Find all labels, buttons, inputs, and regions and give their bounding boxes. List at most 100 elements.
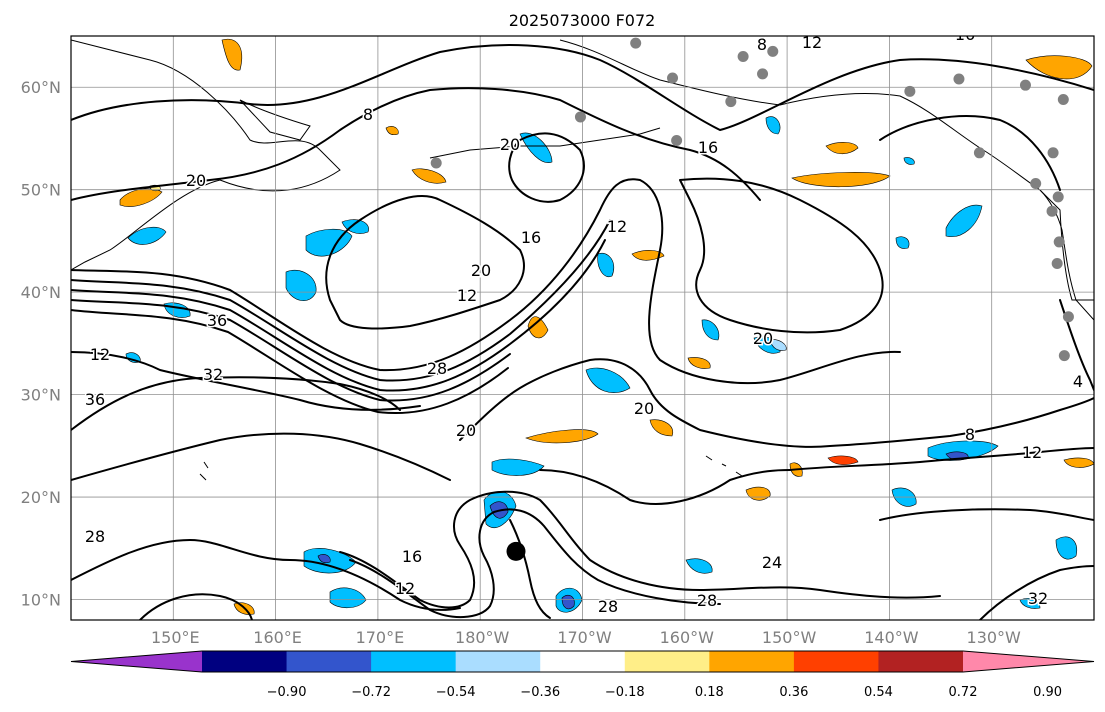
contour-value-label: 20: [500, 135, 520, 154]
longitude-labels: 150°E 160°E 170°E 180°W 170°W 160°W 150°W 140°W…: [151, 628, 1021, 647]
colorbar-extend-low: [71, 651, 202, 672]
contour-line: [71, 178, 901, 385]
contour-value-label: 28: [427, 359, 447, 378]
contour-line: [509, 519, 551, 619]
colorbar-segment: [878, 651, 964, 672]
shade-patch: [687, 357, 711, 369]
contour-line: [339, 490, 941, 609]
contour-line: [71, 299, 511, 402]
shade-patch: [649, 419, 674, 437]
storm-center: [506, 541, 526, 561]
lat-tick-label: 10°N: [21, 591, 61, 610]
contour-value-label: 16: [402, 547, 422, 566]
contour-value-label: 4: [1073, 372, 1083, 391]
contour-value-label: 16: [521, 228, 541, 247]
colorbar-segment: [371, 651, 457, 672]
contour-line: [71, 219, 611, 382]
contour-line: [459, 358, 1094, 448]
shade-patch: [903, 157, 915, 165]
colorbar-tick-label: 0.18: [695, 685, 724, 700]
lat-tick-label: 30°N: [21, 386, 61, 405]
colorbar-segment: [793, 651, 879, 672]
contour-line: [879, 115, 1061, 191]
lon-tick-label: 180°W: [455, 628, 510, 647]
shade-patch: [769, 339, 787, 351]
colorbar-tick-label: −0.90: [267, 685, 307, 700]
lon-tick-label: 140°W: [864, 628, 919, 647]
shade-patch: [1055, 536, 1078, 560]
contour-line: [71, 44, 1094, 131]
contour-lines: [71, 44, 1094, 620]
contour-value-label: 28: [697, 591, 717, 610]
aleutian-chain: [429, 127, 661, 159]
mariana-islands: [199, 461, 209, 481]
lat-tick-label: 40°N: [21, 283, 61, 302]
station-dot: [757, 68, 769, 80]
colorbar-segment: [455, 651, 541, 672]
station-dot: [667, 72, 679, 84]
station-dot: [725, 96, 737, 108]
lon-tick-label: 150°E: [151, 628, 200, 647]
contour-value-label: 28: [598, 597, 618, 616]
station-dot: [737, 50, 749, 62]
contour-value-label: 20: [456, 421, 476, 440]
contour-value-label: 12: [1022, 443, 1042, 462]
station-dot: [1057, 94, 1069, 106]
latitude-labels: 10°N 20°N 30°N 40°N 50°N 60°N: [21, 78, 61, 609]
shade-patch: [163, 302, 191, 318]
shade-patch: [411, 168, 447, 184]
kamchatka-coastline: [239, 99, 311, 141]
lon-tick-label: 170°W: [557, 628, 612, 647]
station-dot: [1046, 205, 1058, 217]
storm-center-dot: [506, 541, 526, 561]
shade-patch: [895, 236, 910, 249]
contour-value-label: 20: [471, 261, 491, 280]
contour-line: [325, 195, 525, 330]
contour-value-label: 8: [363, 105, 373, 124]
lon-tick-label: 160°W: [660, 628, 715, 647]
asia-coastline: [71, 39, 341, 271]
colorbar: −0.90 −0.72 −0.54 −0.36 −0.18 0.18 0.36 0.54 0.7…: [70, 650, 1095, 700]
station-dot: [430, 157, 442, 169]
shade-patch: [701, 319, 720, 341]
colorbar-tick-label: −0.36: [520, 685, 560, 700]
shade-patch: [305, 228, 353, 257]
shade-patch: [329, 587, 367, 609]
station-dot: [953, 73, 965, 85]
shade-patch: [1025, 55, 1093, 80]
shade-patch: [119, 188, 163, 207]
lat-tick-label: 60°N: [21, 78, 61, 97]
shade-patch: [631, 250, 665, 261]
contour-value-label: 36: [207, 311, 227, 330]
shade-patch: [745, 486, 771, 501]
colorbar-segment: [202, 651, 288, 672]
contour-line: [71, 309, 509, 414]
colorbar-tick-label: 0.90: [1033, 685, 1062, 700]
colorbar-tick-label: 0.54: [864, 685, 893, 700]
colorbar-tick-label: 0.36: [779, 685, 808, 700]
contour-line: [71, 539, 461, 611]
lon-tick-label: 130°W: [967, 628, 1022, 647]
contour-line: [789, 447, 1094, 471]
station-dot: [767, 45, 779, 57]
lon-tick-label: 150°W: [762, 628, 817, 647]
shade-patch: [491, 458, 545, 476]
contour-value-label: 36: [85, 390, 105, 409]
contour-value-label: 8: [965, 425, 975, 444]
contour-value-label: 12: [607, 217, 627, 236]
colorbar-tick-label: 0.72: [949, 685, 978, 700]
contour-value-label: 12: [90, 345, 110, 364]
contour-line: [1059, 299, 1094, 391]
shaded-field: [119, 38, 1094, 615]
shade-patch: [597, 252, 615, 278]
contour-value-label: 20: [186, 171, 206, 190]
colorbar-tick-label: −0.18: [605, 685, 645, 700]
map-plot-area: 8 12 16 20 12 16 20 12 36 32 36 28 20 20 8 12 28 16 12 28 24…: [71, 33, 1094, 620]
contour-line: [539, 469, 791, 505]
contour-labels: 8 12 16 20 12 16 20 12 36 32 36 28 20 20 8 12 28 16 12 28 24…: [83, 33, 1084, 618]
shade-patch: [561, 594, 575, 610]
contour-line: [139, 593, 253, 620]
station-dot: [574, 111, 586, 123]
station-dot: [1058, 350, 1070, 362]
contour-value-label: 12: [802, 33, 822, 52]
